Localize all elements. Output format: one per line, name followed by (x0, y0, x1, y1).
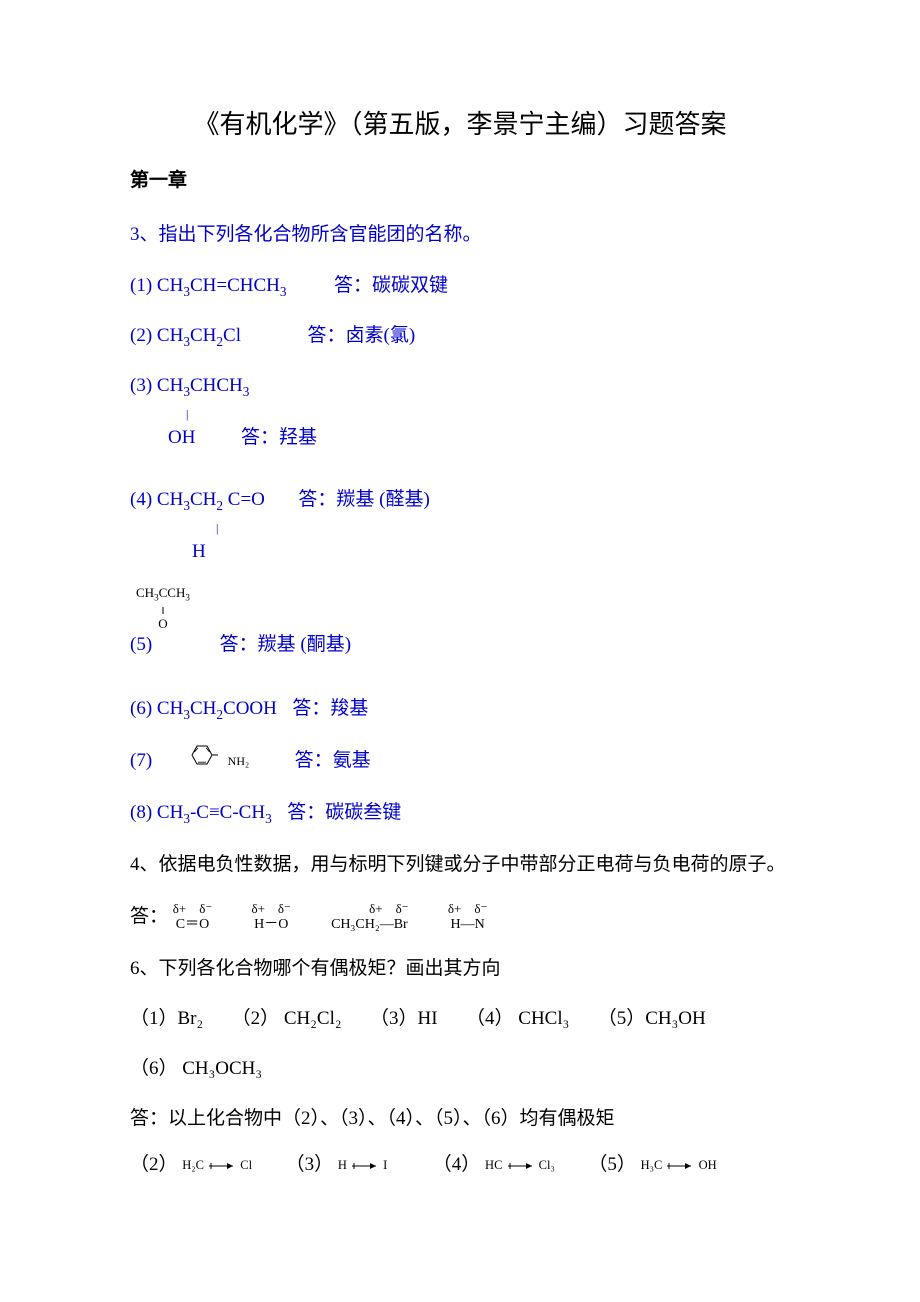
left: HC (485, 1158, 502, 1172)
item-answer: 答：碳碳双键 (334, 275, 448, 296)
num: （4） (433, 1154, 481, 1175)
item-num: (6) (130, 698, 152, 719)
left: H (338, 1158, 347, 1172)
right: Cl (240, 1158, 252, 1172)
q3-item-3-top: (3) CH3CHCH3 (130, 368, 790, 404)
item-answer: 答：羰基 (醛基) (298, 489, 429, 510)
item-num: (5) (130, 634, 152, 655)
q4-answer: 答： δ+ δ⁻ C＝O δ+ δ⁻ H－O δ+ δ⁻ CH₃CH₂―Br δ… (130, 899, 790, 935)
item-formula: CH3-C≡C-CH3 (157, 802, 272, 823)
bond: H－O (254, 917, 288, 932)
num: （2） (130, 1154, 178, 1175)
phenyl-ring-icon (186, 742, 228, 781)
dipole-arrow: H₃C OH (641, 1154, 717, 1178)
charges: δ+ δ⁻ (251, 901, 290, 916)
bond: H―N (450, 917, 484, 932)
q6-prompt: 6、下列各化合物哪个有偶极矩？画出其方向 (130, 951, 790, 987)
item-sub: OH (130, 420, 195, 456)
q3-item-1: (1) CH3CH=CHCH3 答：碳碳双键 (130, 268, 790, 304)
bond-bar-icon: | (130, 522, 790, 534)
q3-item-7: (7) NH₂ 答：氨基 (130, 742, 790, 781)
item-num: (1) (130, 275, 152, 296)
charges: δ+ δ⁻ (173, 901, 212, 916)
item-sub: H (130, 534, 206, 570)
dipole-4: δ+ δ⁻ H―N (448, 902, 487, 933)
ketone-structure: CH3CCH3 ‖ O (136, 586, 190, 631)
item-answer: 答：碳碳叁键 (287, 802, 401, 823)
nh2-label: NH₂ (228, 754, 250, 768)
ketone-bot: O (158, 616, 167, 631)
right: Cl₃ (539, 1158, 555, 1172)
dipole-arrow: H I (338, 1154, 387, 1178)
q3-item-5: CH3CCH3 ‖ O (5) 答：羰基 (酮基) (130, 596, 790, 677)
item-formula: CH3CHCH3 (157, 375, 250, 396)
q3-item-4-bottom: H (130, 534, 790, 582)
left: H₃C (641, 1158, 663, 1172)
charges: δ+ δ⁻ (448, 901, 487, 916)
item-formula: CH3CH2 C=O (157, 489, 265, 510)
item-answer: 答：氨基 (295, 749, 371, 770)
item-formula: CH3CH2COOH (157, 698, 277, 719)
page: 《有机化学》（第五版，李景宁主编）习题答案 第一章 3、指出下列各化合物所含官能… (0, 0, 920, 1302)
item-num: (3) (130, 375, 152, 396)
item-answer: 答：羧基 (292, 698, 368, 719)
right: OH (699, 1158, 717, 1172)
q6-compounds: （1）Br₂ （2） CH₂Cl₂ （3）HI （4） CHCl₃ （5）CH₃… (130, 1001, 790, 1037)
item-answer: 答：羟基 (241, 427, 317, 448)
num: （3） (286, 1154, 334, 1175)
q3-item-3-bottom: OH 答：羟基 (130, 420, 790, 468)
num: （5） (588, 1154, 636, 1175)
bond: C＝O (176, 917, 209, 932)
double-bond-icon: ‖ (161, 605, 164, 617)
q3-item-2: (2) CH3CH2Cl 答：卤素(氯) (130, 318, 790, 354)
q6-compounds-2: （6） CH₃OCH₃ (130, 1051, 790, 1087)
arrow-item-3: （3） H I (286, 1154, 392, 1175)
arrow-item-4: （4） HC Cl₃ (433, 1154, 560, 1175)
answer-label: 答： (130, 906, 168, 927)
dipole-arrow: H₂C Cl (182, 1154, 252, 1178)
item-answer: 答：卤素(氯) (308, 325, 416, 346)
q3-item-4-top: (4) CH3CH2 C=O 答：羰基 (醛基) (130, 482, 790, 518)
spacer (246, 325, 303, 346)
dipole-2: δ+ δ⁻ H－O (251, 902, 290, 933)
q4-prompt: 4、依据电负性数据，用与标明下列键或分子中带部分正电荷与负电荷的原子。 (130, 845, 790, 885)
item-formula: CH3CH=CHCH3 (157, 275, 287, 296)
q3-prompt: 3、指出下列各化合物所含官能团的名称。 (130, 217, 790, 253)
right: I (383, 1158, 387, 1172)
q6-answer-text: 答：以上化合物中（2）、（3）、（4）、（5）、（6）均有偶极矩 (130, 1101, 790, 1137)
item-num: (2) (130, 325, 152, 346)
ketone-top: CH3CCH3 (136, 585, 190, 600)
chapter-heading: 第一章 (130, 163, 790, 199)
bond-bar-icon: | (130, 408, 790, 420)
spacer (291, 275, 329, 296)
arrow-item-2: （2） H₂C Cl (130, 1154, 257, 1175)
arrow-item-5: （5） H₃C OH (588, 1154, 716, 1175)
document-title: 《有机化学》（第五版，李景宁主编）习题答案 (130, 100, 790, 149)
item-num: (8) (130, 802, 152, 823)
bond: CH₃CH₂―Br (331, 917, 408, 932)
item-formula: CH3CH2Cl (157, 325, 241, 346)
q6-arrows-row: （2） H₂C Cl （3） H I （4） HC Cl₃ (130, 1147, 790, 1183)
dipole-1: δ+ δ⁻ C＝O (173, 902, 212, 933)
charges: δ+ δ⁻ (330, 901, 408, 916)
q3-item-8: (8) CH3-C≡C-CH3 答：碳碳叁键 (130, 795, 790, 831)
dipole-3: δ+ δ⁻ CH₃CH₂―Br (330, 902, 408, 933)
item-num: (4) (130, 489, 152, 510)
item-num: (7) (130, 749, 152, 770)
q3-item-6: (6) CH3CH2COOH 答：羧基 (130, 691, 790, 727)
dipole-arrow: HC Cl₃ (485, 1154, 555, 1178)
left: H₂C (182, 1158, 204, 1172)
dipole-row: δ+ δ⁻ C＝O δ+ δ⁻ H－O δ+ δ⁻ CH₃CH₂―Br δ+ δ… (173, 902, 524, 933)
item-answer: 答：羰基 (酮基) (220, 634, 351, 655)
